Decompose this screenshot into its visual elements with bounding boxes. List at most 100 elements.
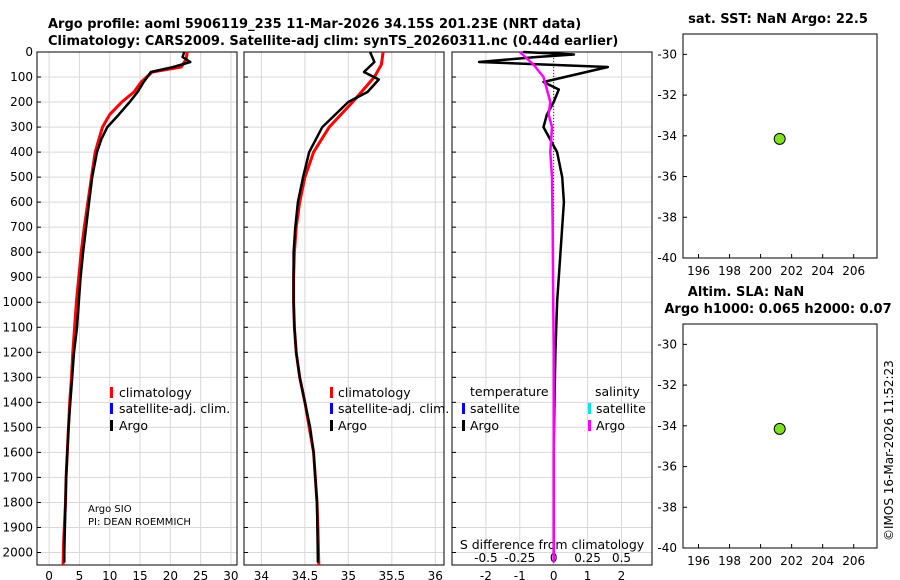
- float-location-marker: [773, 132, 786, 145]
- x-tick-label: -1: [514, 569, 526, 580]
- x-tick-label: 202: [780, 264, 803, 278]
- y-tick-label: -40: [657, 251, 677, 265]
- legend-swatch-satellite: [110, 403, 113, 414]
- axes-frame: [243, 51, 445, 566]
- temperature-panel: 0100200300400500600700800900100011001200…: [2, 45, 238, 580]
- series-t-argo: [477, 50, 610, 563]
- salinity-legend: climatology satellite-adj. clim. Argo: [330, 385, 449, 433]
- x-tick-label: 206: [842, 554, 865, 568]
- y-tick-label: -30: [657, 337, 677, 351]
- x-tick-label: 34: [254, 569, 269, 580]
- legend-swatch-t-satellite: [462, 403, 465, 414]
- x-tick-label: 35: [341, 569, 356, 580]
- legend-swatch-climatology-2: [330, 387, 333, 398]
- y-tick-label: -36: [657, 460, 677, 474]
- x-axis-label-top: S difference from climatology: [460, 537, 645, 552]
- legend-label-t-argo: Argo: [470, 418, 499, 433]
- x-tick-label: 5: [76, 569, 84, 580]
- series-s-argo: [518, 51, 555, 563]
- sst-title: sat. SST: NaN Argo: 22.5: [688, 12, 868, 27]
- legend-swatch-climatology: [110, 387, 113, 398]
- title-line-2: Climatology: CARS2009. Satellite-adj cli…: [48, 34, 618, 49]
- x-tick-label: 204: [811, 264, 834, 278]
- depth-tick-label: 1600: [2, 445, 33, 459]
- x-tick-label: 206: [842, 264, 865, 278]
- depth-tick-label: 2000: [2, 545, 33, 559]
- x-tick-label: 198: [718, 554, 741, 568]
- s-tick-label: 0.25: [574, 551, 601, 565]
- depth-tick-label: 1700: [2, 470, 33, 484]
- x-tick-label: 196: [687, 554, 710, 568]
- temperature-legend: climatology satellite-adj. clim. Argo: [110, 385, 230, 433]
- x-tick-label: 20: [163, 569, 178, 580]
- x-tick-label: 35.5: [378, 569, 405, 580]
- imos-timestamp: ©IMOS 16-Mar-2026 11:52:23: [882, 360, 896, 541]
- x-tick-label: 10: [102, 569, 117, 580]
- depth-tick-label: 1900: [2, 520, 33, 534]
- x-tick-label: 0: [45, 569, 53, 580]
- x-tick-label: 196: [687, 264, 710, 278]
- float-pi: PI: DEAN ROEMMICH: [88, 517, 191, 528]
- depth-tick-label: 1800: [2, 495, 33, 509]
- legend-swatch-satellite-2: [330, 403, 333, 414]
- y-tick-label: -38: [657, 210, 677, 224]
- y-tick-label: -32: [657, 378, 677, 392]
- depth-tick-label: 300: [10, 120, 33, 134]
- depth-tick-label: 0: [25, 45, 33, 59]
- x-tick-label: 0: [550, 569, 558, 580]
- depth-tick-label: 500: [10, 170, 33, 184]
- axes-frame: [682, 33, 878, 259]
- x-tick-label: 200: [749, 554, 772, 568]
- legend-label-t-satellite: satellite: [470, 401, 520, 416]
- legend-swatch-s-argo: [588, 420, 591, 431]
- depth-tick-label: 1000: [2, 295, 33, 309]
- series-argo: [63, 51, 192, 563]
- x-tick-label: 198: [718, 264, 741, 278]
- legend-heading-salinity: salinity: [595, 384, 640, 399]
- depth-tick-label: 600: [10, 195, 33, 209]
- series-argo: [292, 51, 381, 563]
- y-tick-label: -30: [657, 47, 677, 61]
- y-tick-label: -36: [657, 170, 677, 184]
- s-tick-label: -0.25: [504, 551, 535, 565]
- axes-frame: [36, 51, 238, 566]
- y-tick-label: -32: [657, 88, 677, 102]
- legend-label-satellite-2: satellite-adj. clim.: [338, 401, 449, 416]
- title-line-1: Argo profile: aoml 5906119_235 11-Mar-20…: [48, 17, 581, 32]
- legend-swatch-argo: [110, 420, 113, 431]
- depth-tick-label: 800: [10, 245, 33, 259]
- legend-swatch-t-argo: [462, 420, 465, 431]
- legend-label-s-satellite: satellite: [596, 401, 646, 416]
- depth-tick-label: 1400: [2, 395, 33, 409]
- depth-tick-label: 1100: [2, 320, 33, 334]
- s-tick-label: 0.5: [612, 551, 631, 565]
- x-tick-label: 1: [584, 569, 592, 580]
- depth-tick-label: 100: [10, 70, 33, 84]
- depth-tick-label: 1500: [2, 420, 33, 434]
- depth-tick-label: 700: [10, 220, 33, 234]
- legend-swatch-argo-2: [330, 420, 333, 431]
- float-location-marker: [773, 422, 786, 435]
- depth-tick-label: 400: [10, 145, 33, 159]
- difference-panel: -2 -1 0 1 2-0.5 -0.25 0 0.25 0.5S difference fro…: [451, 50, 653, 580]
- depth-tick-label: 200: [10, 95, 33, 109]
- legend-label-argo: Argo: [119, 418, 148, 433]
- sla-map-panel: -30 -32 -34 -36 -38 -40 196 198 200 202 204 206: [657, 323, 878, 568]
- legend-label-climatology-2: climatology: [338, 385, 411, 400]
- sla-title-1: Altim. SLA: NaN: [688, 285, 804, 300]
- legend-heading-temperature: temperature: [470, 384, 549, 399]
- difference-legend: temperature salinity satellite Argo sate…: [462, 384, 646, 433]
- y-tick-label: -40: [657, 541, 677, 555]
- sst-map-panel: -30 -32 -34 -36 -38 -40 196 198 200 202 204 206: [657, 33, 878, 278]
- legend-label-climatology: climatology: [119, 385, 192, 400]
- y-tick-label: -34: [657, 129, 677, 143]
- x-tick-label: 2: [618, 569, 626, 580]
- series-climatology: [292, 51, 385, 566]
- x-tick-label: 34.5: [292, 569, 319, 580]
- x-tick-label: 204: [811, 554, 834, 568]
- sla-title-2: Argo h1000: 0.065 h2000: 0.07: [664, 302, 891, 317]
- float-institution: Argo SIO: [88, 504, 132, 515]
- x-tick-label: 202: [780, 554, 803, 568]
